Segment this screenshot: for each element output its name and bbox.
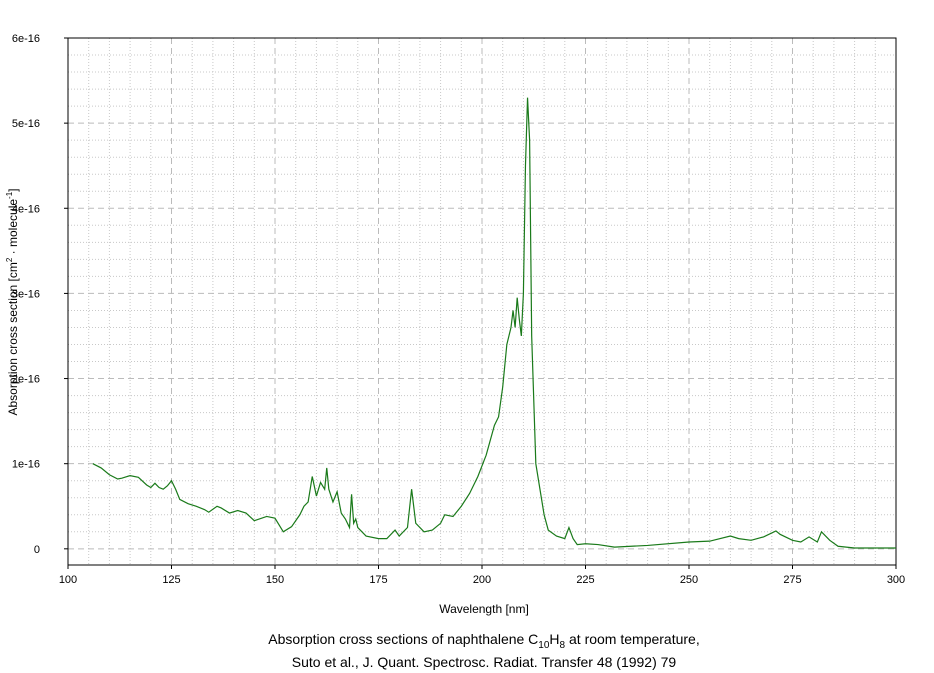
caption-part: Absorption cross sections of naphthalene… [268, 631, 538, 647]
x-tick-label: 250 [680, 574, 698, 586]
x-axis-label: Wavelength [nm] [439, 602, 529, 616]
x-tick-label: 275 [783, 574, 801, 586]
y-label-part: Absorption cross section [cm [6, 262, 20, 415]
y-tick-label: 2e-16 [12, 374, 40, 386]
y-axis-label: Absorption cross section [cm2 · molecule… [5, 188, 20, 415]
y-label-part: ] [6, 188, 20, 191]
y-tick-label: 5e-16 [12, 118, 40, 130]
caption-sub: 8 [560, 640, 566, 651]
y-label-sup: 2 [5, 257, 14, 262]
x-tick-label: 100 [59, 574, 77, 586]
plot-frame [67, 37, 897, 566]
x-tick-label: 125 [162, 574, 180, 586]
y-label-part: · molecule [6, 199, 20, 258]
x-tick-label: 175 [369, 574, 387, 586]
y-tick-label: 6e-16 [12, 33, 40, 45]
caption-line1: Absorption cross sections of naphthalene… [268, 631, 699, 651]
caption-line2: Suto et al., J. Quant. Spectrosc. Radiat… [292, 654, 677, 670]
caption-part: at room temperature, [565, 631, 700, 647]
y-tick-label: 1e-16 [12, 459, 40, 471]
x-tick-label: 200 [473, 574, 491, 586]
x-tick-label: 225 [576, 574, 594, 586]
y-label-sup: -1 [5, 191, 14, 199]
spectrum-line [92, 97, 896, 549]
x-tick-label: 150 [266, 574, 284, 586]
x-tick-label: 300 [887, 574, 905, 586]
y-tick-label: 3e-16 [12, 288, 40, 300]
caption-sub: 10 [538, 640, 550, 651]
caption-part: H [549, 631, 559, 647]
y-tick-label: 4e-16 [12, 203, 40, 215]
y-tick-label: 0 [34, 544, 40, 556]
